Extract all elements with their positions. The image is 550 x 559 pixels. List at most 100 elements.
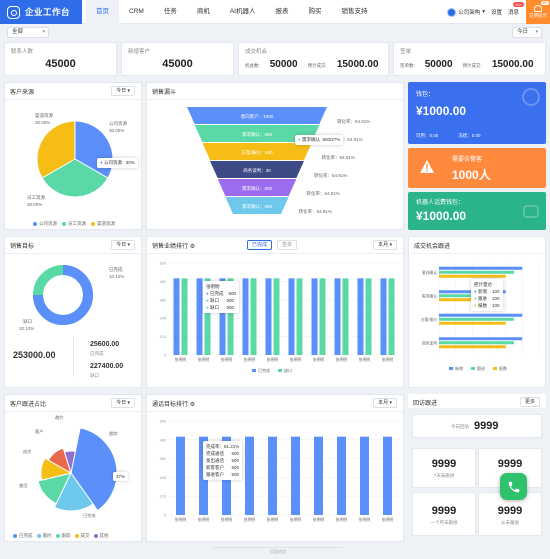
scope-select[interactable]: 全部 ▾ <box>7 27 49 38</box>
call-button[interactable] <box>500 473 527 500</box>
nav-reports[interactable]: 报表 <box>275 8 289 15</box>
settings-link[interactable]: 设置 <box>490 10 502 16</box>
tile-value: 9999 <box>474 420 499 432</box>
deal-count-label: 机会数: <box>245 63 260 68</box>
nav-sales-support[interactable]: 销售支持 <box>341 8 368 15</box>
nav-crm[interactable]: CRM <box>129 8 144 15</box>
panel-title: 客户来源 <box>10 90 35 96</box>
alert-button[interactable]: 交费提示 99+ <box>526 0 550 24</box>
bar <box>314 436 323 515</box>
tooltip-label: 新客客户 <box>206 465 224 470</box>
bar <box>181 278 188 355</box>
stat-label: 签单 <box>400 49 412 55</box>
tile-value: 9999 <box>431 505 457 517</box>
funnel-stage-label: 需求确认：800 <box>242 131 273 138</box>
panel-title: 回访跟进 <box>413 401 438 407</box>
deal-count-value: 50000 <box>269 59 298 70</box>
title-text: 销售业绩排行 <box>152 244 189 250</box>
gear-icon[interactable]: ⚙ <box>189 402 196 408</box>
bar <box>439 270 514 274</box>
tile-label: 今日回访 <box>451 424 469 429</box>
period-select[interactable]: 本月 ▾ <box>373 398 397 408</box>
order-forecast-value: 15000.00 <box>491 59 534 70</box>
tab-signed[interactable]: 签单 <box>277 240 298 250</box>
y-tick-label: 120 <box>160 495 166 499</box>
period-select[interactable]: 今日 ▾ <box>111 398 135 408</box>
x-tick-label: 张明明 <box>313 357 325 362</box>
org-label: 公司架构 <box>458 10 481 16</box>
today-tile[interactable]: 今日回访 9999 <box>412 414 542 438</box>
tooltip-label: 新增 <box>477 289 487 294</box>
period-select[interactable]: 今日 ▾ <box>111 240 135 250</box>
nav-opportunities[interactable]: 商机 <box>196 8 210 15</box>
tab-completed[interactable]: 已完成 <box>247 240 273 250</box>
gap-value-label: 缺口 <box>90 373 99 378</box>
funnel-stage <box>210 161 304 178</box>
phone-icon <box>508 481 519 492</box>
stat-new-customers[interactable]: 新增客户 45000 <box>121 42 234 76</box>
nav-ai-robot[interactable]: AI机器人 <box>229 8 256 15</box>
tooltip-label: 公司资源 <box>103 160 122 165</box>
gap-pct: 10.12% <box>19 326 34 331</box>
y-tick-label: 0 <box>164 514 166 518</box>
tile-month[interactable]: 9999 一个月未跟进 <box>412 492 476 536</box>
more-button[interactable]: 更多 <box>519 397 540 407</box>
tile-7-days[interactable]: 9999 7天未跟进 <box>412 448 476 488</box>
messages-link[interactable]: 消息 99+ <box>507 2 524 16</box>
call-followup-panel: 回访跟进 更多 今日回访 9999 9999 7天未跟进 9999 9999 一… <box>408 394 546 542</box>
messages-label: 消息 <box>507 10 519 16</box>
bar <box>196 278 203 355</box>
tile-label: 7天未跟进 <box>433 473 455 478</box>
wallet-card[interactable]: 钱包： ¥1000.00 可用：0.00 冻结：0.00 <box>408 82 546 144</box>
period-select[interactable]: 本月 ▾ <box>373 240 397 250</box>
chevron-down-icon: ▾ <box>535 29 538 35</box>
gear-icon[interactable]: ⚙ <box>189 244 196 250</box>
bar <box>439 274 506 278</box>
brand[interactable]: 企业工作台 <box>0 0 82 24</box>
rose-slice <box>63 450 76 474</box>
done-arc <box>33 265 93 325</box>
slice-label: 邀约 <box>55 414 63 421</box>
tile-never[interactable]: 9999 从未跟进 <box>478 492 542 536</box>
nav-purchase[interactable]: 购买 <box>308 8 322 15</box>
stat-orders[interactable]: 签单 签单数: 50000 预计成交: 15000.00 <box>393 42 546 76</box>
period-select[interactable]: 今日 ▾ <box>512 27 542 38</box>
page-footer: 页面底部 <box>213 547 343 555</box>
bar <box>273 278 280 355</box>
nav-tasks[interactable]: 任务 <box>163 8 177 15</box>
chart-tooltip: ● 需求确认 800/27% <box>295 135 344 145</box>
target-total: 253000.00 <box>13 350 56 360</box>
stat-contacts[interactable]: 联系人数 45000 <box>4 42 117 76</box>
legend-swatch <box>471 367 475 370</box>
x-tick-label: 张明明 <box>244 517 256 522</box>
user-menu[interactable]: 公司架构 ▾ <box>447 7 485 17</box>
alert-card-value: 1000人 <box>452 168 491 182</box>
messages-badge: 99+ <box>513 2 524 7</box>
x-tick-label: 张明明 <box>290 357 302 362</box>
legend-swatch <box>252 369 256 372</box>
bar <box>268 436 277 515</box>
cust-follow-panel: 客户跟进占比 今日 ▾ 邀约 客户 跟踪 成交 激活 已完成 37% 已完成 邀约 跟踪 成交其… <box>4 394 142 542</box>
x-tick-label: 张明明 <box>359 517 371 522</box>
bar <box>439 266 523 270</box>
slice-label: 客户 <box>35 428 43 435</box>
funnel-stage <box>187 107 327 124</box>
period-select[interactable]: 今日 ▾ <box>111 86 135 96</box>
stat-deals[interactable]: 成交机会 机会数: 50000 预计成交: 15000.00 <box>238 42 389 76</box>
slice-label: 已完成 <box>83 512 96 519</box>
completed-label: 已完成 <box>90 351 104 356</box>
perf-rank-panel: 销售业绩排行 ⚙ 已完成 签单 本月 ▾ 0 120 240 360 480 600 张明明… <box>146 236 404 388</box>
tooltip-value: 37% <box>116 474 126 479</box>
alert-card[interactable]: 需要告警客 1000人 <box>408 148 546 188</box>
tooltip-value: 500 <box>231 465 240 470</box>
legend-item: 员工资源 <box>62 221 86 227</box>
tooltip-label: 完成通话 <box>206 451 224 456</box>
chart-tooltip: 张明明 ● 已完成 500 ● 缺口 500 ● 缺口 500 <box>203 281 240 313</box>
stat-value: 45000 <box>45 58 76 70</box>
robot-wallet-card[interactable]: 机器人话费钱包： ¥1000.00 <box>408 192 546 230</box>
bar <box>227 278 234 355</box>
chart-tooltip: 把计量达 ● 新增 100 ● 跟进 100 ● 报数 100 <box>471 279 503 311</box>
nav-home[interactable]: 首页 <box>86 0 119 24</box>
x-tick-label: 张明明 <box>175 517 187 522</box>
